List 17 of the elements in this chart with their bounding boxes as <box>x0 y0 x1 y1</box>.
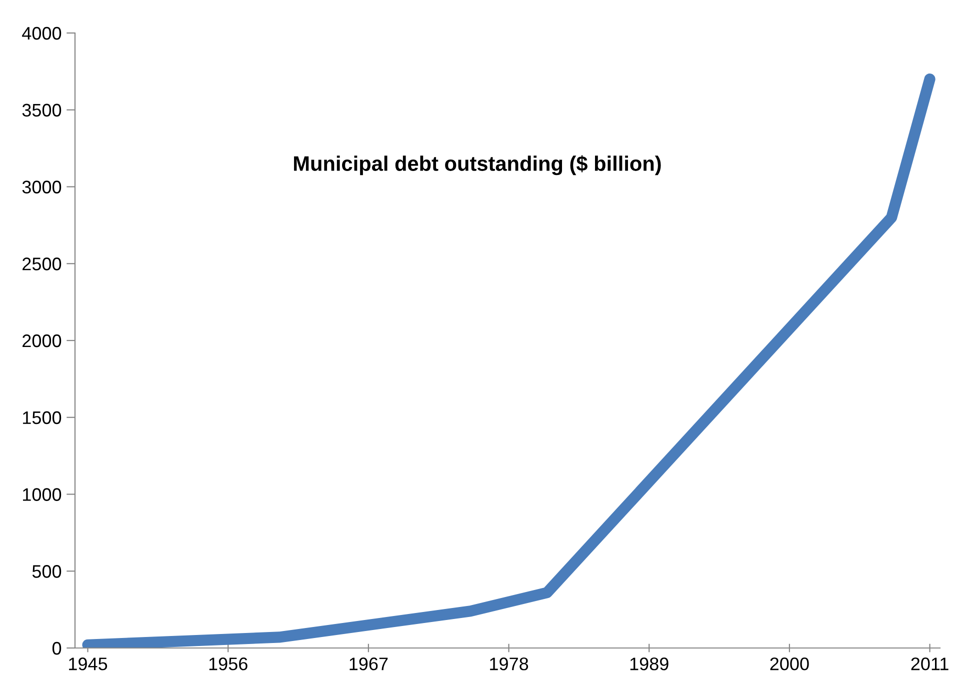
y-tick-label: 1500 <box>23 411 62 424</box>
y-tick-label: 2000 <box>22 334 62 348</box>
x-tick-label: 1989 <box>630 658 668 670</box>
y-tick-label: 3000 <box>22 180 62 194</box>
x-tick-label: 1978 <box>490 658 528 670</box>
x-tick-label: 2000 <box>770 658 809 670</box>
x-tick-label: 1956 <box>209 658 248 670</box>
y-tick-label: 1000 <box>23 488 62 501</box>
y-tick-label: 4000 <box>22 26 62 40</box>
y-tick-label: 3500 <box>22 104 62 117</box>
x-tick-label: 2011 <box>911 658 948 670</box>
x-tick-label: 1967 <box>350 658 388 670</box>
y-tick-label: 2500 <box>22 258 62 270</box>
y-tick-label: 500 <box>32 565 62 578</box>
y-tick-label: 0 <box>52 642 62 655</box>
x-tick-label: 1945 <box>69 658 108 670</box>
text: Municipal debt outstanding ($ billion) <box>294 155 661 176</box>
